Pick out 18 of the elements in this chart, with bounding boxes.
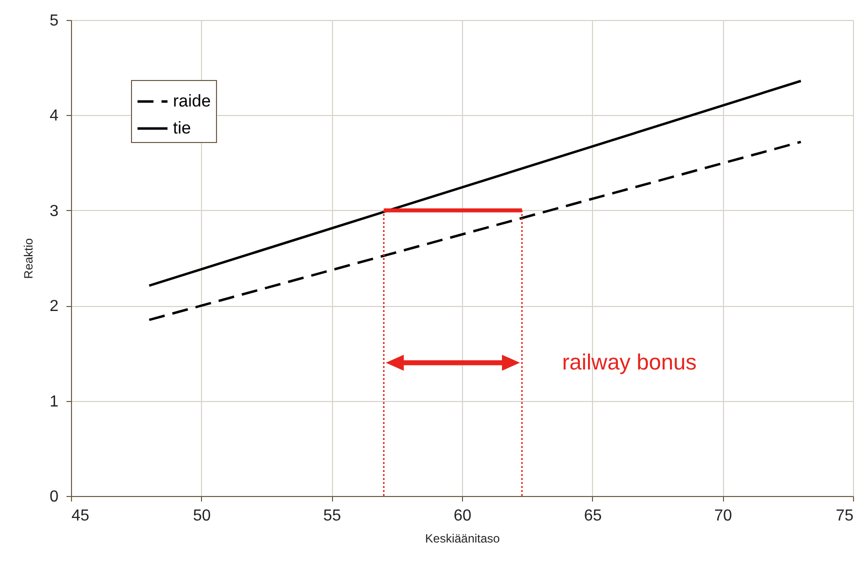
x-tick-label: 50 bbox=[192, 508, 211, 524]
y-tick-label: 2 bbox=[50, 298, 59, 316]
x-tick-label: 60 bbox=[454, 508, 472, 524]
legend-label: raide bbox=[173, 92, 211, 110]
y-tick-label: 4 bbox=[50, 108, 59, 125]
legend-label: tie bbox=[173, 118, 191, 138]
annotation: railway bonus bbox=[562, 350, 697, 375]
y-tick-label: 0 bbox=[50, 488, 59, 506]
x-axis-title: Keskiäänitaso bbox=[425, 532, 500, 546]
x-tick-label: 45 bbox=[72, 508, 90, 524]
x-tick-label: 65 bbox=[584, 508, 602, 524]
y-axis-title: Reaktio bbox=[22, 238, 36, 279]
y-tick-label: 1 bbox=[50, 393, 59, 410]
y-tick-label: 3 bbox=[50, 202, 59, 220]
x-tick-label: 55 bbox=[323, 508, 342, 524]
y-tick-label: 5 bbox=[50, 12, 59, 30]
x-tick-label: 75 bbox=[836, 508, 854, 524]
x-tick-label: 70 bbox=[714, 508, 732, 524]
